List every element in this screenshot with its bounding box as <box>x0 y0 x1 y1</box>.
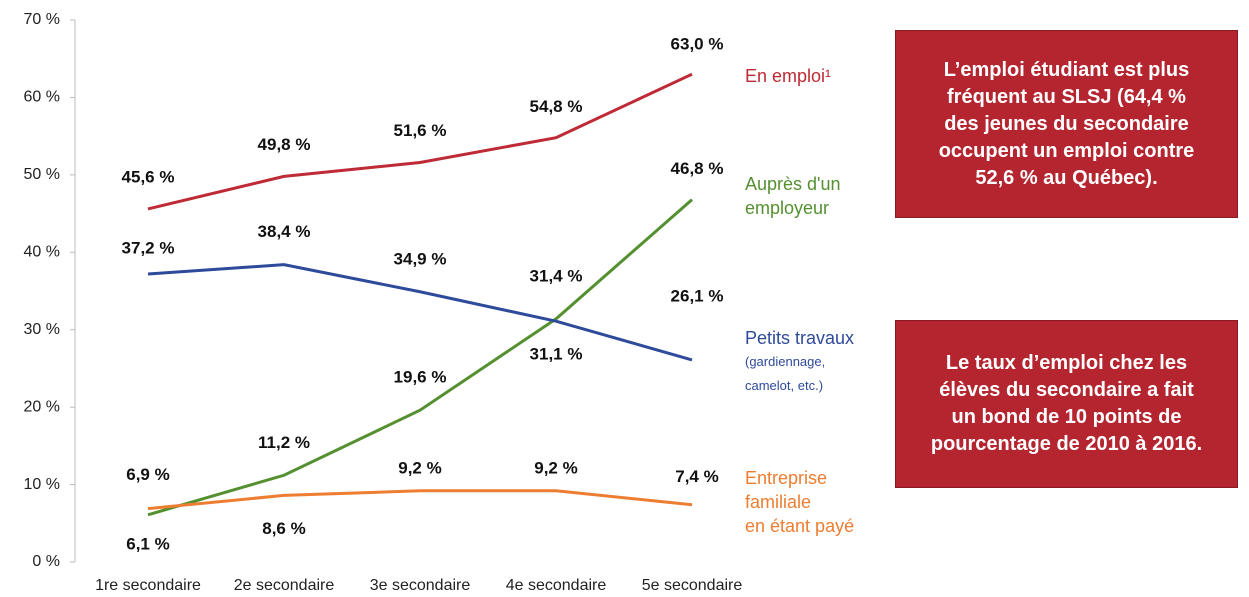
series-line <box>147 198 693 517</box>
series-note: (gardiennage, camelot, etc.) <box>745 354 826 393</box>
data-label: 49,8 % <box>258 135 311 154</box>
data-label: 7,4 % <box>675 467 718 486</box>
data-label: 19,6 % <box>394 368 447 387</box>
data-label: 9,2 % <box>534 458 577 477</box>
data-label: 6,9 % <box>126 465 169 484</box>
series-line <box>147 489 693 511</box>
series-label: En emploi¹ <box>745 66 832 86</box>
callout-box: L’emploi étudiant est plus fréquent au S… <box>895 30 1238 218</box>
x-tick-label: 1re secondaire <box>95 577 201 594</box>
data-label: 11,2 % <box>258 433 310 452</box>
series-line <box>147 263 693 362</box>
data-label: 34,9 % <box>394 249 447 268</box>
data-label: 31,4 % <box>530 266 583 285</box>
series-line <box>147 72 693 211</box>
y-tick-label: 30 % <box>24 321 60 338</box>
y-tick-label: 70 % <box>24 11 60 28</box>
y-tick-label: 40 % <box>24 244 60 261</box>
x-tick-label: 3e secondaire <box>370 577 471 594</box>
data-label: 51,6 % <box>394 121 447 140</box>
y-tick-label: 50 % <box>24 166 60 183</box>
data-label: 63,0 % <box>671 35 724 54</box>
series-label: Auprès d'un employeur <box>745 174 841 218</box>
series-label: Entreprise familiale en étant payé <box>745 468 855 536</box>
data-label: 26,1 % <box>671 286 724 305</box>
data-label: 8,6 % <box>262 519 305 538</box>
data-label: 46,8 % <box>671 159 724 178</box>
data-label: 6,1 % <box>126 534 169 553</box>
callout-box: Le taux d’emploi chez les élèves du seco… <box>895 320 1238 488</box>
data-label: 45,6 % <box>122 167 175 186</box>
data-label: 38,4 % <box>258 222 311 241</box>
data-label: 9,2 % <box>398 458 441 477</box>
data-label: 37,2 % <box>122 238 175 257</box>
x-tick-label: 2e secondaire <box>234 577 335 594</box>
x-tick-label: 5e secondaire <box>642 577 743 594</box>
data-label: 31,1 % <box>530 345 583 364</box>
y-tick-label: 60 % <box>24 89 60 106</box>
y-tick-label: 0 % <box>32 553 60 570</box>
y-tick-label: 10 % <box>24 476 60 493</box>
x-tick-label: 4e secondaire <box>506 577 607 594</box>
y-tick-label: 20 % <box>24 398 60 415</box>
data-label: 54,8 % <box>530 97 583 116</box>
series-label: Petits travaux (gardiennage, camelot, etc… <box>745 326 854 398</box>
